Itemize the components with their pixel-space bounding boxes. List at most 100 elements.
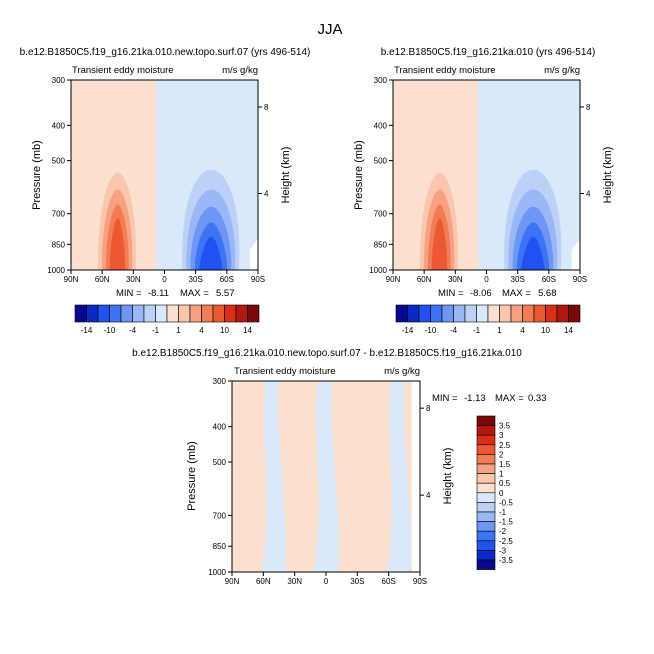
colorbar-1-label: 10 [220,326,229,335]
colorbar-1-label: 4 [199,326,204,335]
colorbar-3-swatch [476,511,496,522]
colorbar-3-label: -0.5 [499,498,513,507]
panel-3-y-tick-label: 500 [213,458,227,467]
panel-3-min-value: -1.13 [464,393,486,404]
panel-1-min-label: MIN = [116,288,142,299]
panel-1-topography-mask [249,238,258,270]
panel-1-min-value: -8.11 [148,288,169,299]
colorbar-2-swatch [487,304,500,323]
colorbar-1-swatch [235,304,248,323]
colorbar-1-swatch [155,304,168,323]
colorbar-1-label: -14 [81,326,93,335]
panel-2-subtitle-left: Transient eddy moisture [394,65,496,76]
panel-1-negative-contour-5 [199,236,223,270]
colorbar-2-swatch [430,304,443,323]
colorbar-2-swatch [499,304,512,323]
panel-2-x-tick-label: 0 [484,275,489,284]
panel-2-y-tick-label: 1000 [369,266,387,275]
colorbar-2-label: 4 [520,326,525,335]
panel-2-y-label: Pressure (mb) [353,140,365,210]
panel-2-y-tick-label: 500 [374,157,388,166]
panel-2-min-value: -8.06 [470,288,492,299]
colorbar-1-label: -4 [129,326,137,335]
panel-3-y-tick-label: 850 [213,542,227,551]
panel-1-y-tick-label: 700 [52,210,66,219]
panel-3-x-tick-label: 90N [225,577,240,586]
panel-3-negative-band-2 [313,381,339,572]
colorbar-1-swatch [97,304,110,323]
panel-3-x-tick-label: 0 [324,577,329,586]
panel-1-x-tick-label: 90S [251,275,265,284]
panel-2-min-label: MIN = [438,288,464,299]
colorbar-1-label: 14 [243,326,252,335]
colorbar-2-swatch [453,304,466,323]
panel-1-y-tick-label: 500 [52,157,66,166]
panel-1-x-tick-label: 90N [64,275,79,284]
panel-3-y-tick-label: 300 [213,377,227,386]
colorbar-3-label: -3 [499,546,507,555]
colorbar-3-label: 0 [499,489,504,498]
colorbar-3-swatch [476,502,496,513]
colorbar-1-swatch [109,304,122,323]
colorbar-3-swatch [476,434,496,446]
panel-2-y-tick-label: 700 [374,210,388,219]
panel-1-height-label: Height (km) [280,147,292,204]
panel-1-height-tick-label: 8 [264,103,269,112]
colorbar-2-swatch [418,304,431,323]
figure-title: JJA [317,21,342,38]
colorbar-2-label: -4 [450,326,458,335]
colorbar-3-label: 1.5 [499,460,511,469]
panel-3-max-value: 0.33 [528,393,547,404]
colorbar-3-swatch [476,559,496,570]
panel-2-y-tick-label: 300 [374,76,388,85]
panel-1-y-tick-label: 400 [52,121,66,130]
panel-2-height-tick-label: 8 [586,103,591,112]
colorbar-1-swatch [224,304,237,323]
panel-1-y-tick-label: 300 [52,76,66,85]
colorbar-1-swatch [143,304,156,323]
panel-2-max-label: MAX = [502,288,531,299]
panel-1-max-value: 5.57 [216,288,235,299]
colorbar-3-label: -2.5 [499,537,513,546]
panel-2-positive-contour-4 [431,218,448,270]
colorbar-2-swatch [545,304,558,323]
colorbar-1-swatch [189,304,202,323]
panel-1-x-tick-label: 60S [220,275,234,284]
panel-1-x-tick-label: 60N [95,275,110,284]
panel-2-subtitle-right: m/s g/kg [544,65,580,76]
colorbar-2-label: 1 [497,326,502,335]
panel-1-x-tick-label: 30N [126,275,141,284]
colorbar-2-label: -10 [425,326,437,335]
panel-3-y-tick-label: 700 [213,511,227,520]
colorbar-3: 3.532.521.510.50-0.5-1-1.5-2-2.5-3-3.5 [476,415,513,570]
colorbar-3-label: 1 [499,470,504,479]
panel-3-y-tick-label: 400 [213,423,227,432]
panel-1-x-tick-label: 30S [189,275,203,284]
panel-2-topography-mask [571,238,580,270]
panel-2-x-tick-label: 60N [417,275,432,284]
panel-2-x-tick-label: 30N [448,275,463,284]
panel-3-subtitle-right: m/s g/kg [384,366,420,377]
colorbar-1-label: -1 [152,326,160,335]
panel-1-positive-contour-4 [109,218,126,270]
panel-1-y-label: Pressure (mb) [31,140,43,210]
panel-3: b.e12.B1850C5.f19_g16.21ka.010.new.topo.… [132,348,546,586]
panel-1-title: b.e12.B1850C5.f19_g16.21ka.010.new.topo.… [20,47,311,58]
colorbar-1-swatch [120,304,133,323]
colorbar-1-swatch [86,304,99,323]
colorbar-2-label: -14 [402,326,414,335]
panel-2-x-tick-label: 90N [386,275,401,284]
colorbar-1-label: 1 [176,326,181,335]
panel-3-negative-band-3 [386,381,412,572]
colorbar-2-swatch [556,304,569,323]
colorbar-3-swatch [476,530,496,542]
panel-2-height-tick-label: 4 [586,190,591,199]
colorbar-3-label: -1.5 [499,518,513,527]
colorbar-2-swatch [464,304,477,323]
colorbar-2-label: 14 [564,326,573,335]
panel-3-y-label: Pressure (mb) [186,441,198,511]
colorbar-3-swatch [476,425,496,436]
panel-3-x-tick-label: 90S [413,577,427,586]
colorbar-3-swatch [476,454,496,465]
